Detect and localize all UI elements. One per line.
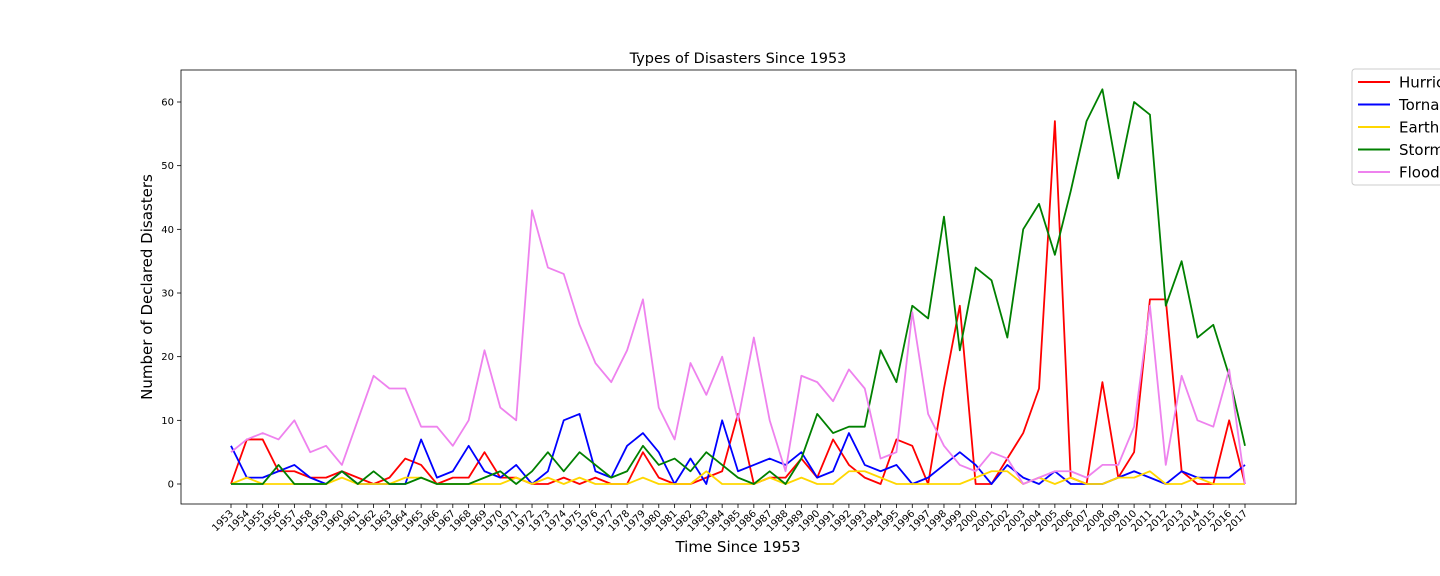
y-tick-label: 40	[161, 225, 174, 236]
y-tick-label: 20	[161, 352, 174, 363]
y-tick-label: 50	[161, 161, 174, 172]
legend-label: Torna	[1398, 96, 1439, 114]
series-line-storm	[231, 88, 1246, 485]
plot-frame	[180, 69, 1297, 505]
legend-box	[1351, 68, 1440, 186]
y-tick-label: 60	[161, 98, 174, 109]
y-tick-label: 0	[168, 480, 174, 491]
x-axis-label: Time Since 1953	[674, 538, 800, 556]
legend-label: Hurric	[1399, 74, 1440, 92]
legend-label: Flood	[1399, 164, 1440, 182]
legend-label: Earth	[1399, 119, 1439, 137]
legend-label: Storm	[1399, 141, 1440, 159]
chart-title: Types of Disasters Since 1953	[629, 51, 847, 67]
series-line-flood	[230, 209, 1246, 485]
y-tick-label: 30	[161, 289, 174, 300]
y-tick-label: 10	[161, 416, 174, 427]
series-line-earth	[230, 470, 1245, 485]
series-line-hurric	[230, 120, 1246, 485]
y-axis: 0 10 20 30 40 50 60	[161, 98, 181, 491]
y-axis-label: Number of Declared Disasters	[138, 174, 156, 400]
legend: Hurric Torna Earth Storm Flood	[1351, 68, 1440, 186]
series-lines	[230, 88, 1246, 485]
x-axis: 1953195419551956195719581959196019611962…	[210, 504, 1250, 534]
